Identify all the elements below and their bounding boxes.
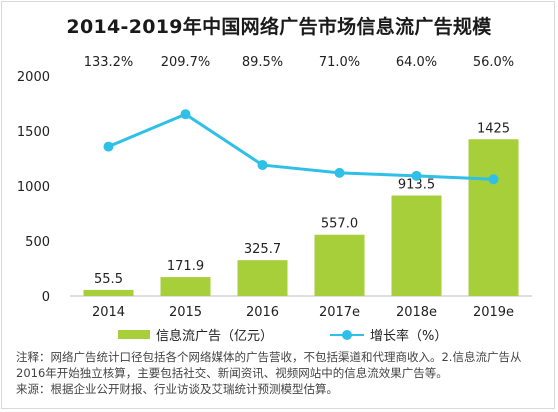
growth-point [180, 109, 191, 120]
bar-value-label: 55.5 [94, 272, 123, 287]
growth-point [411, 170, 422, 181]
bar-value-label: 913.5 [398, 178, 435, 193]
legend-bar-label: 信息流广告（亿元） [156, 329, 274, 344]
growth-point [488, 174, 499, 185]
chart-title: 2014-2019年中国网络广告市场信息流广告规模 [66, 16, 492, 38]
x-tick-label: 2019e [473, 305, 514, 320]
x-tick-label: 2018e [396, 305, 437, 320]
bar [314, 234, 365, 296]
x-tick-label: 2016 [246, 305, 279, 320]
bar-value-label: 1425 [477, 121, 510, 136]
y-tick-label: 2000 [17, 70, 50, 85]
bar [237, 260, 288, 296]
growth-value-label: 56.0% [473, 55, 514, 70]
bar-value-label: 557.0 [321, 217, 358, 232]
y-tick-label: 1500 [17, 125, 50, 140]
bar [468, 139, 519, 296]
legend-line-label: 增长率（%） [370, 329, 448, 344]
bar [160, 277, 211, 296]
y-tick-label: 0 [42, 290, 50, 305]
growth-value-label: 133.2% [84, 55, 134, 70]
growth-line [107, 112, 494, 181]
legend-bar-swatch [118, 330, 150, 339]
footnote-source: 来源：根据企业公开财报、行业访谈及艾瑞统计预测模型估算。 [16, 382, 338, 396]
bar [391, 195, 442, 296]
growth-value-label: 71.0% [319, 55, 360, 70]
legend-item-line: 增长率（%） [330, 325, 447, 344]
legend-item-bars: 信息流广告（亿元） [118, 325, 273, 344]
footnote-note: 注释：网络广告统计口径包括各个网络媒体的广告营收，不包括渠道和代理商收入。2.信… [16, 350, 522, 380]
growth-point [103, 141, 114, 152]
y-tick-label: 1000 [17, 180, 50, 195]
bar-value-label: 171.9 [167, 259, 204, 274]
growth-point [334, 167, 345, 178]
bar-value-label: 325.7 [244, 242, 281, 257]
x-tick-label: 2015 [169, 305, 202, 320]
bar [83, 289, 134, 296]
y-tick-label: 500 [25, 235, 50, 250]
growth-point [257, 160, 268, 171]
growth-value-label: 209.7% [161, 55, 211, 70]
x-tick-label: 2014 [92, 305, 125, 320]
growth-value-label: 64.0% [396, 55, 437, 70]
footnotes: 注释：网络广告统计口径包括各个网络媒体的广告营收，不包括渠道和代理商收入。2.信… [16, 349, 546, 397]
x-tick-label: 2017e [319, 305, 360, 320]
legend-line-swatch [330, 329, 364, 341]
chart-legend: 信息流广告（亿元） 增长率（%） [0, 322, 558, 344]
growth-value-label: 89.5% [242, 55, 283, 70]
